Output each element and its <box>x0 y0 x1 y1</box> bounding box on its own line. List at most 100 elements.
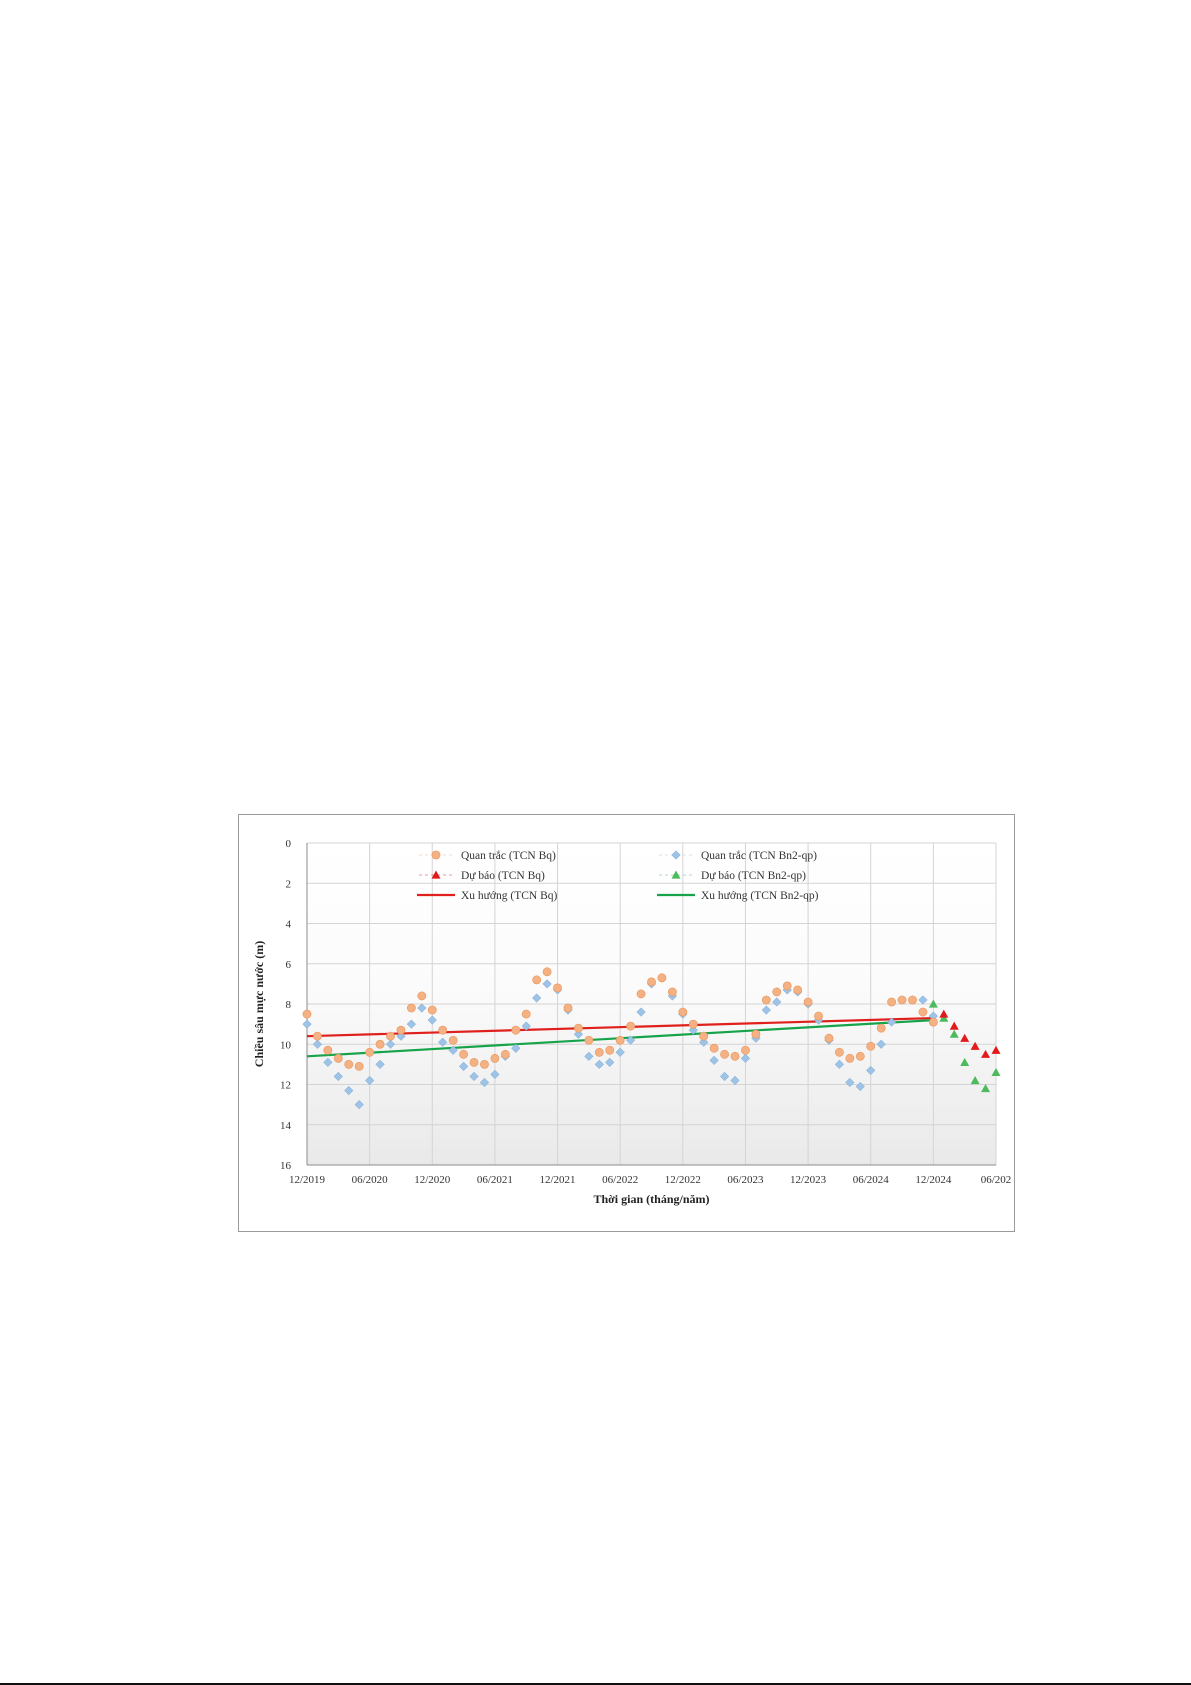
data-point-forecast-4 <box>928 999 938 1008</box>
data-point-observed-1 <box>615 1035 625 1045</box>
data-point-observed-2 <box>458 1061 469 1072</box>
data-point-forecast-4 <box>981 1084 991 1093</box>
data-point-observed-2 <box>532 993 542 1003</box>
data-point-observed-1 <box>313 1031 322 1041</box>
data-point-observed-1 <box>751 1029 761 1039</box>
data-point-observed-2 <box>855 1081 865 1092</box>
data-point-observed-1 <box>490 1053 500 1063</box>
data-point-observed-1 <box>887 997 897 1007</box>
data-point-observed-1 <box>605 1045 615 1055</box>
data-point-observed-2 <box>625 1035 636 1045</box>
data-point-observed-2 <box>845 1077 855 1088</box>
data-point-observed-2 <box>396 1031 406 1041</box>
legend-item: Dự báo (TCN Bn2-qp) <box>659 870 806 882</box>
data-point-observed-1 <box>678 1007 688 1017</box>
data-point-observed-2 <box>375 1059 385 1070</box>
x-tick-label: 06/2021 <box>477 1174 513 1186</box>
data-point-observed-1 <box>427 1005 437 1015</box>
y-tick-label: 10 <box>280 1039 292 1051</box>
data-point-observed-2 <box>584 1051 594 1061</box>
data-point-forecast-3 <box>981 1049 991 1058</box>
data-point-observed-1 <box>532 975 542 985</box>
data-point-observed-1 <box>647 977 656 987</box>
x-tick-label: 06/2020 <box>352 1174 389 1186</box>
data-point-observed-2 <box>438 1037 448 1047</box>
data-point-observed-1 <box>782 981 792 991</box>
x-tick-label: 06/2024 <box>853 1174 890 1186</box>
data-point-observed-2 <box>699 1037 709 1047</box>
data-point-observed-1 <box>302 1009 312 1019</box>
legend-label: Xu hướng (TCN Bn2-qp) <box>701 890 819 902</box>
data-point-observed-1 <box>521 1009 531 1019</box>
data-point-observed-1 <box>897 995 907 1005</box>
data-point-observed-1 <box>323 1045 333 1055</box>
legend-item: Quan trắc (TCN Bn2-qp) <box>659 849 817 862</box>
data-point-observed-2 <box>730 1075 740 1086</box>
x-tick-label: 12/2019 <box>289 1174 326 1186</box>
data-point-observed-1 <box>563 1003 573 1013</box>
data-point-observed-1 <box>438 1025 448 1035</box>
data-point-observed-2 <box>448 1045 458 1055</box>
data-point-observed-2 <box>302 1019 312 1029</box>
data-point-observed-2 <box>772 997 782 1007</box>
data-point-observed-2 <box>323 1057 333 1068</box>
data-point-observed-2 <box>876 1039 886 1049</box>
data-point-observed-2 <box>333 1071 343 1082</box>
data-point-observed-1 <box>761 995 771 1005</box>
data-point-observed-1 <box>918 1007 928 1017</box>
data-point-observed-1 <box>542 967 552 977</box>
data-point-observed-2 <box>354 1099 364 1110</box>
data-point-observed-1 <box>626 1021 636 1031</box>
data-point-observed-2 <box>385 1039 396 1049</box>
data-point-observed-1 <box>553 983 562 993</box>
data-point-forecast-4 <box>970 1075 980 1085</box>
legend-item: Xu hướng (TCN Bq) <box>417 890 557 902</box>
legend-marker-swatch <box>431 870 441 879</box>
legend-label: Dự báo (TCN Bq) <box>461 870 545 882</box>
data-point-observed-1 <box>876 1023 886 1033</box>
data-point-observed-2 <box>740 1053 751 1063</box>
page-bottom-rule <box>0 1683 1191 1685</box>
data-point-observed-1 <box>928 1017 938 1027</box>
data-point-observed-2 <box>406 1019 417 1029</box>
chart-container: 0 2 4 6 8 10 12 14 16 12/2019 06/2020 12/2020 06/202… <box>238 814 1015 1232</box>
data-point-observed-1 <box>803 997 813 1007</box>
data-point-observed-1 <box>688 1019 698 1029</box>
x-tick-label: 06/2023 <box>727 1174 764 1186</box>
data-point-observed-1 <box>469 1057 479 1067</box>
data-point-forecast-4 <box>960 1057 970 1066</box>
data-point-observed-1 <box>720 1049 729 1059</box>
data-point-observed-1 <box>344 1059 354 1069</box>
data-point-observed-1 <box>584 1035 594 1045</box>
legend-marker-swatch <box>671 850 681 860</box>
x-axis-title: Thời gian (tháng/năm) <box>593 1192 709 1206</box>
data-point-forecast-3 <box>970 1041 980 1050</box>
data-point-observed-1 <box>511 1025 521 1035</box>
x-tick-label: 12/2024 <box>915 1174 952 1186</box>
data-point-forecast-3 <box>960 1033 970 1042</box>
x-tick-label: 12/2023 <box>790 1174 827 1186</box>
y-axis-title: Chiều sâu mực nước (m) <box>252 941 266 1067</box>
data-point-observed-2 <box>605 1057 615 1068</box>
data-point-observed-2 <box>886 1017 897 1027</box>
data-point-observed-2 <box>719 1071 730 1082</box>
data-point-observed-2 <box>479 1077 490 1088</box>
legend-item: Xu hướng (TCN Bn2-qp) <box>657 890 819 902</box>
legend-item: Quan trắc (TCN Bq) <box>419 849 556 862</box>
data-point-observed-2 <box>469 1071 479 1082</box>
data-point-observed-1 <box>845 1053 855 1063</box>
trend-line-1 <box>306 1016 934 1038</box>
data-point-observed-2 <box>427 1015 437 1025</box>
data-point-observed-2 <box>688 1025 698 1035</box>
y-tick-label: 12 <box>280 1080 291 1092</box>
data-point-observed-1 <box>375 1039 385 1049</box>
data-point-observed-2 <box>521 1021 531 1031</box>
data-point-observed-2 <box>511 1043 521 1053</box>
legend-label: Quan trắc (TCN Bq) <box>461 849 556 862</box>
data-point-forecast-4 <box>949 1029 959 1038</box>
y-tick-label: 8 <box>286 999 292 1011</box>
y-tick-label: 6 <box>286 959 292 971</box>
data-point-observed-1 <box>417 991 427 1001</box>
legend-label: Quan trắc (TCN Bn2-qp) <box>701 849 817 862</box>
data-point-observed-1 <box>448 1035 458 1045</box>
